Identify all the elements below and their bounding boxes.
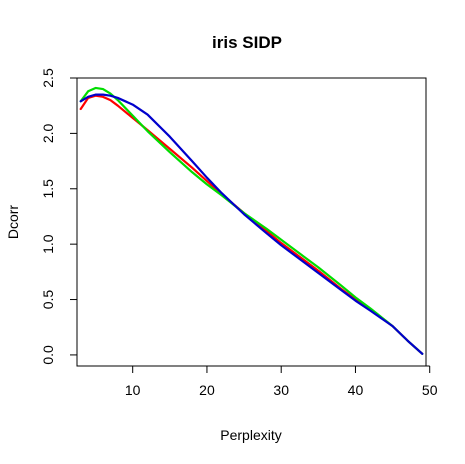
y-tick-label: 1.0 <box>40 234 56 254</box>
chart-title: iris SIDP <box>212 33 282 52</box>
y-tick-label: 0.0 <box>40 345 56 365</box>
x-axis-label: Perplexity <box>220 427 281 443</box>
y-tick-label: 1.5 <box>40 179 56 199</box>
y-tick-label: 0.5 <box>40 290 56 310</box>
series-line-2 <box>79 86 424 355</box>
y-tick-label: 2.5 <box>40 68 56 88</box>
y-axis: 0.0 0.5 1.0 1.5 2.0 2.5 <box>40 68 78 365</box>
plot-frame <box>76 77 427 367</box>
series-line-3 <box>79 93 424 355</box>
x-tick-label: 40 <box>348 382 364 398</box>
series-line-1 <box>79 94 424 355</box>
x-tick-label: 50 <box>422 382 438 398</box>
series-layer <box>79 86 424 355</box>
y-tick-label: 2.0 <box>40 123 56 143</box>
x-tick-label: 20 <box>199 382 215 398</box>
x-tick-label: 30 <box>273 382 289 398</box>
x-axis: 10 20 30 40 50 <box>125 365 438 398</box>
x-tick-label: 10 <box>125 382 141 398</box>
y-axis-label: Dcorr <box>5 205 21 240</box>
